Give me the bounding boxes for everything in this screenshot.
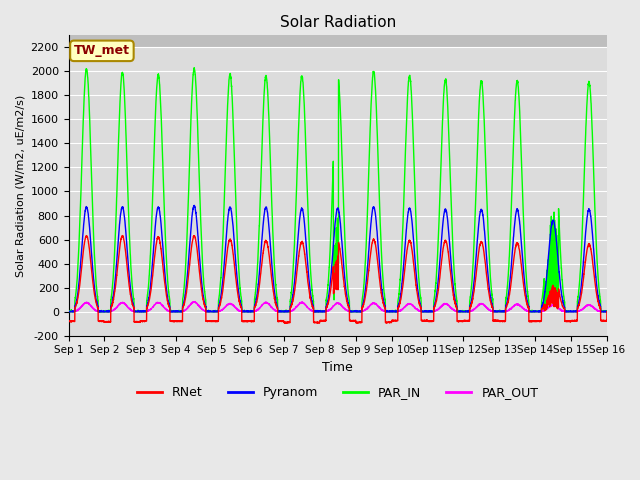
- Y-axis label: Solar Radiation (W/m2, uE/m2/s): Solar Radiation (W/m2, uE/m2/s): [15, 95, 25, 276]
- Text: TW_met: TW_met: [74, 44, 130, 57]
- Title: Solar Radiation: Solar Radiation: [280, 15, 396, 30]
- Bar: [68, 36, 607, 48]
- X-axis label: Time: Time: [323, 361, 353, 374]
- Legend: RNet, Pyranom, PAR_IN, PAR_OUT: RNet, Pyranom, PAR_IN, PAR_OUT: [132, 382, 543, 405]
